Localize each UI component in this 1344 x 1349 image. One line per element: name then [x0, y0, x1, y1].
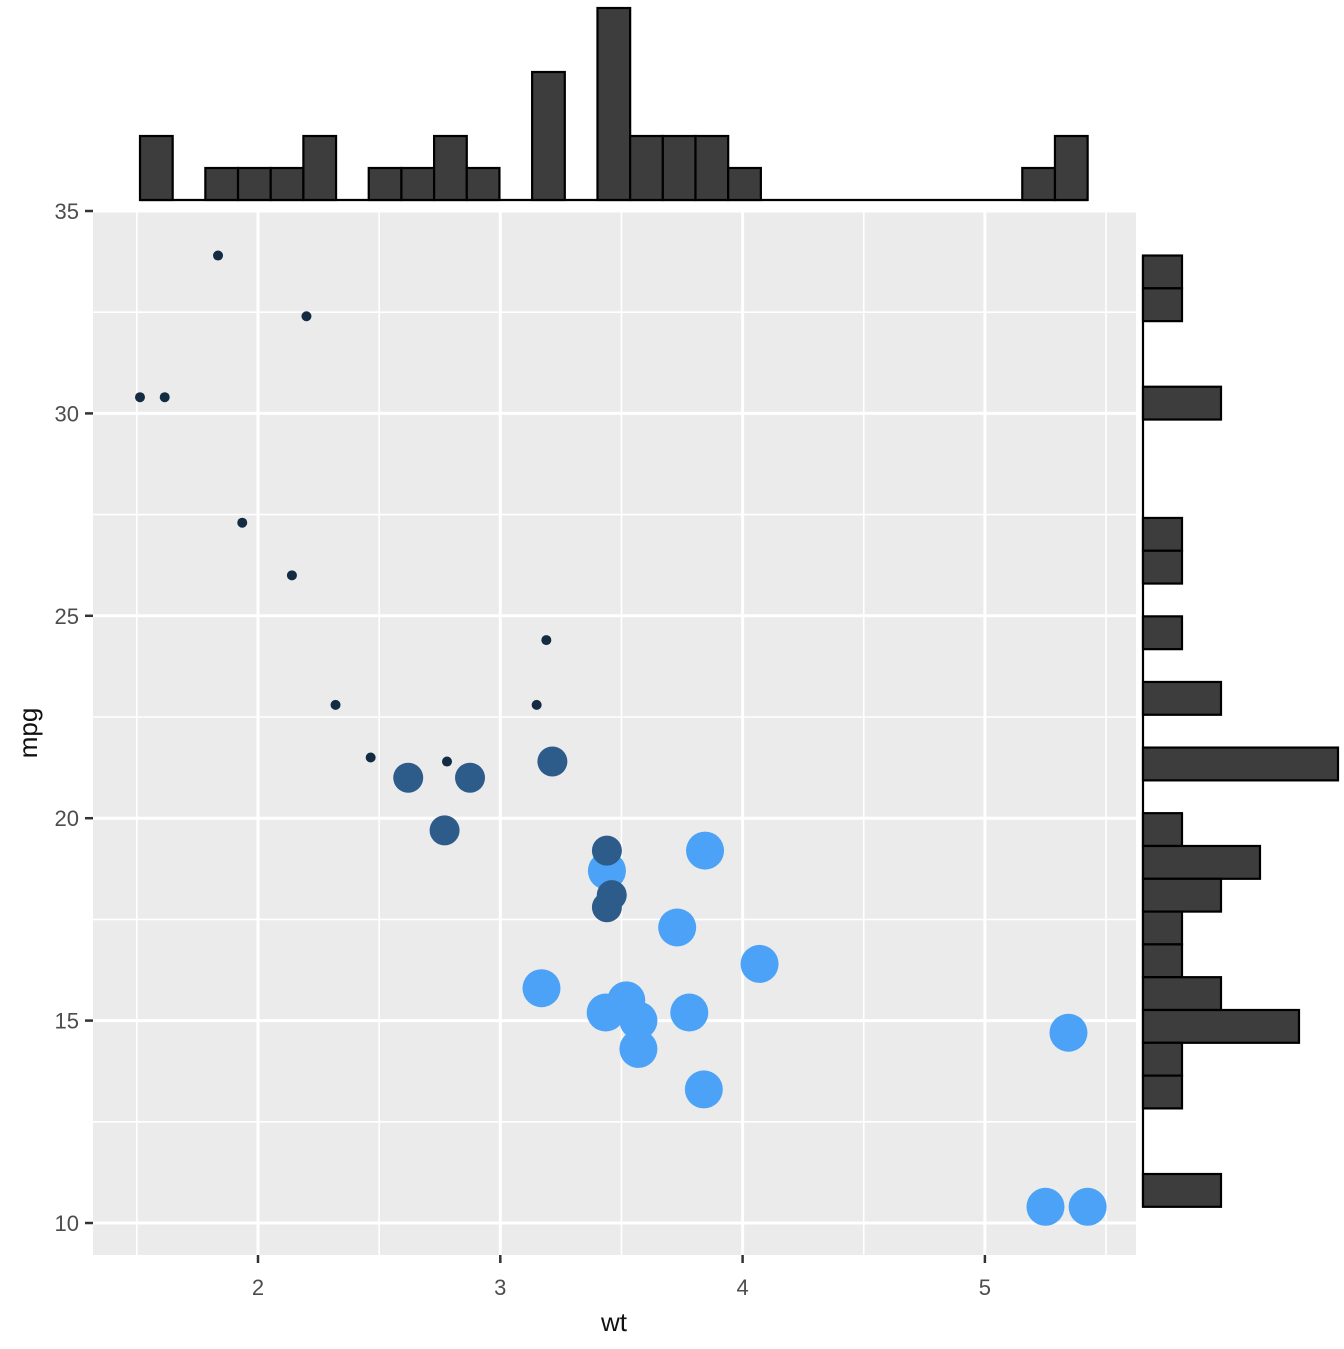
right-histogram-bar: [1141, 910, 1184, 946]
y-axis-tick-label: 10: [55, 1211, 79, 1236]
data-point-group-small-dark-navy: [159, 392, 170, 403]
data-point-group-large-light-blue: [686, 831, 725, 870]
panel-background: [93, 211, 1136, 1255]
scatter-points: [134, 250, 1107, 1226]
top-histogram-bar: [400, 166, 436, 202]
right-histogram-bar: [1141, 615, 1184, 651]
data-point-group-small-dark-navy: [365, 752, 376, 763]
right-histogram-bar: [1141, 746, 1340, 782]
data-point-group-large-light-blue: [684, 1070, 723, 1109]
y-axis-tick-label: 25: [55, 604, 79, 629]
right-histogram-bar: [1141, 844, 1262, 880]
data-point-group-small-dark-navy: [441, 756, 452, 767]
y-axis-tick-labels: 35 30 25 20 15 10: [55, 199, 79, 1236]
right-marginal-histogram: [1141, 254, 1340, 1208]
y-axis-tick-label: 35: [55, 199, 79, 224]
right-histogram-bar: [1141, 1074, 1184, 1110]
data-point-group-large-light-blue: [740, 944, 779, 983]
x-axis-tick-label: 3: [494, 1275, 506, 1300]
top-histogram-bar: [694, 134, 730, 202]
right-histogram-bar: [1141, 516, 1184, 552]
data-point-group-large-light-blue: [658, 908, 697, 947]
data-point-group-medium-dark-blue: [591, 835, 622, 866]
data-point-group-large-light-blue: [670, 993, 709, 1032]
top-histogram-bar: [138, 134, 174, 202]
right-histogram-bar: [1141, 1041, 1184, 1077]
gridlines-minor: [93, 211, 1136, 1255]
right-histogram-bar: [1141, 976, 1223, 1012]
top-histogram-bar: [465, 166, 501, 202]
data-point-group-small-dark-navy: [237, 517, 248, 528]
top-histogram-bar: [367, 166, 403, 202]
right-histogram-bar: [1141, 1008, 1301, 1044]
data-point-group-large-light-blue: [1068, 1187, 1107, 1226]
data-point-group-large-light-blue: [619, 1029, 658, 1068]
data-point-group-large-light-blue: [1049, 1013, 1088, 1052]
data-point-group-small-dark-navy: [213, 250, 224, 261]
right-histogram-bar: [1141, 549, 1184, 585]
top-histogram-bar: [236, 166, 272, 202]
data-point-group-small-dark-navy: [531, 699, 542, 710]
y-axis-tick-label: 20: [55, 806, 79, 831]
data-point-group-small-dark-navy: [286, 570, 297, 581]
right-histogram-bar: [1141, 287, 1184, 323]
data-point-group-large-light-blue: [586, 993, 625, 1032]
data-point-group-medium-dark-blue: [455, 762, 486, 793]
data-point-group-small-dark-navy: [134, 392, 145, 403]
x-axis-tick-label: 2: [252, 1275, 264, 1300]
data-point-group-large-light-blue: [1026, 1187, 1065, 1226]
data-point-group-large-light-blue: [619, 1001, 658, 1040]
top-histogram-bar: [302, 134, 338, 202]
top-marginal-histogram: [138, 6, 1089, 202]
top-histogram-bar: [531, 70, 566, 202]
right-histogram-bar: [1141, 1172, 1223, 1208]
x-axis-tick-label: 5: [979, 1275, 991, 1300]
top-histogram-bar: [204, 166, 240, 202]
top-histogram-bar: [269, 166, 305, 202]
y-axis-tick-label: 15: [55, 1009, 79, 1034]
data-point-group-small-dark-navy: [301, 311, 312, 322]
top-histogram-bar: [727, 166, 762, 202]
top-histogram-bar: [596, 6, 632, 202]
data-point-group-large-light-blue: [522, 969, 561, 1008]
right-histogram-bar: [1141, 877, 1223, 913]
right-histogram-bar: [1141, 254, 1184, 290]
right-histogram-bar: [1141, 385, 1223, 421]
x-axis-tick-label: 4: [736, 1275, 748, 1300]
top-histogram-bar: [1053, 134, 1089, 202]
y-axis-title: mpg: [13, 708, 43, 759]
y-axis-tick-label: 30: [55, 401, 79, 426]
data-point-group-medium-dark-blue: [393, 762, 424, 793]
top-histogram-bar: [1021, 166, 1057, 202]
right-histogram-bar: [1141, 812, 1184, 848]
right-histogram-bar: [1141, 680, 1223, 716]
x-axis-tick-labels: 2 3 4 5: [252, 1275, 991, 1300]
right-histogram-bar: [1141, 943, 1184, 979]
gridlines-major: [93, 209, 1136, 1255]
data-point-group-small-dark-navy: [541, 635, 552, 646]
top-histogram-bar: [629, 134, 664, 202]
axis-tick-marks: [85, 209, 987, 1263]
data-point-group-medium-dark-blue: [537, 746, 568, 777]
x-axis-title: wt: [600, 1307, 628, 1337]
data-point-group-medium-dark-blue: [591, 892, 622, 923]
top-histogram-bar: [432, 134, 468, 202]
data-point-group-small-dark-navy: [330, 699, 341, 710]
top-histogram-bar: [661, 134, 697, 202]
data-point-group-medium-dark-blue: [429, 815, 460, 846]
